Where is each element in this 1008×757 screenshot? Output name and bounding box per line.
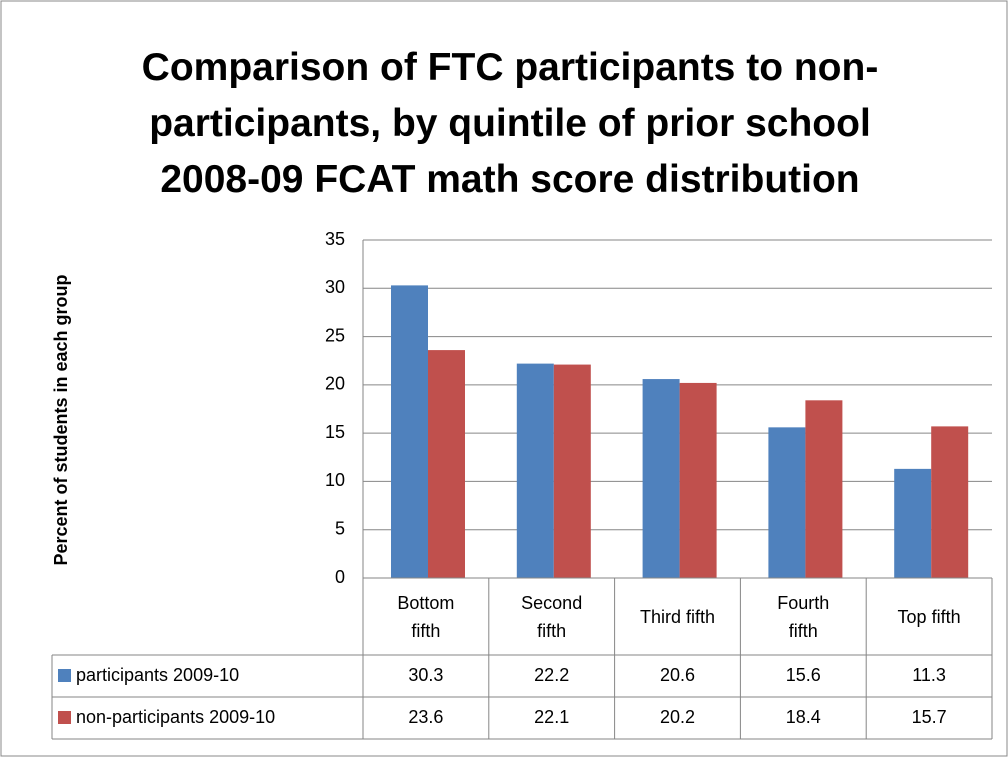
legend-key [58, 669, 71, 682]
bar [931, 426, 969, 578]
x-tick-label: Fourth fifth [777, 592, 830, 641]
x-tick-label: Top fifth [897, 606, 961, 627]
title-box: Comparison of FTC participants to non-pa… [141, 46, 879, 201]
bar [553, 364, 591, 578]
category-wrap: Top fifth [866, 578, 992, 655]
y-tick-label: 5 [335, 518, 345, 538]
table-value: 20.2 [660, 707, 695, 727]
y-axis-label: Percent of students in each group [51, 274, 71, 565]
table-value: 15.7 [912, 707, 947, 727]
bar [894, 468, 932, 578]
category-cell: Second fifth [489, 578, 615, 655]
bar [805, 400, 843, 578]
category-wrap: Third fifth [615, 578, 741, 655]
category-wrap: Fourth fifth [740, 578, 866, 655]
table-value: 22.1 [534, 707, 569, 727]
bar [768, 427, 806, 578]
table-value: 23.6 [408, 707, 443, 727]
legend-key [58, 711, 71, 724]
x-tick-label: Bottom fifth [397, 592, 455, 641]
y-tick-label: 20 [325, 374, 345, 394]
x-tick-label: Third fifth [639, 606, 715, 627]
chart-title: Comparison of FTC participants to non-pa… [141, 46, 879, 201]
category-wrap: Bottom fifth [363, 578, 489, 655]
y-tick-label: 15 [325, 422, 345, 442]
category-cell: Bottom fifth [363, 578, 489, 655]
table-value: 20.6 [660, 665, 695, 685]
category-cell: Fourth fifth [740, 578, 866, 655]
table-value: 18.4 [786, 707, 821, 727]
table-value: 15.6 [786, 665, 821, 685]
bar [428, 350, 465, 578]
legend-label: non-participants 2009-10 [76, 707, 275, 727]
category-cell: Top fifth [866, 578, 992, 655]
x-tick-label: Second fifth [521, 592, 583, 641]
category-cell: Third fifth [615, 578, 741, 655]
legend-label: participants 2009-10 [76, 665, 239, 685]
bar [679, 382, 717, 578]
y-tick-label: 35 [325, 229, 345, 249]
category-wrap: Second fifth [489, 578, 615, 655]
table-value: 22.2 [534, 665, 569, 685]
table-value: 30.3 [408, 665, 443, 685]
table-value: 11.3 [912, 665, 946, 685]
y-tick-label: 30 [325, 277, 345, 297]
bar [642, 379, 680, 578]
y-tick-label: 10 [325, 470, 345, 490]
bar [391, 285, 428, 578]
bar [516, 363, 554, 578]
y-tick-label: 0 [335, 567, 345, 587]
y-tick-label: 25 [325, 325, 345, 345]
